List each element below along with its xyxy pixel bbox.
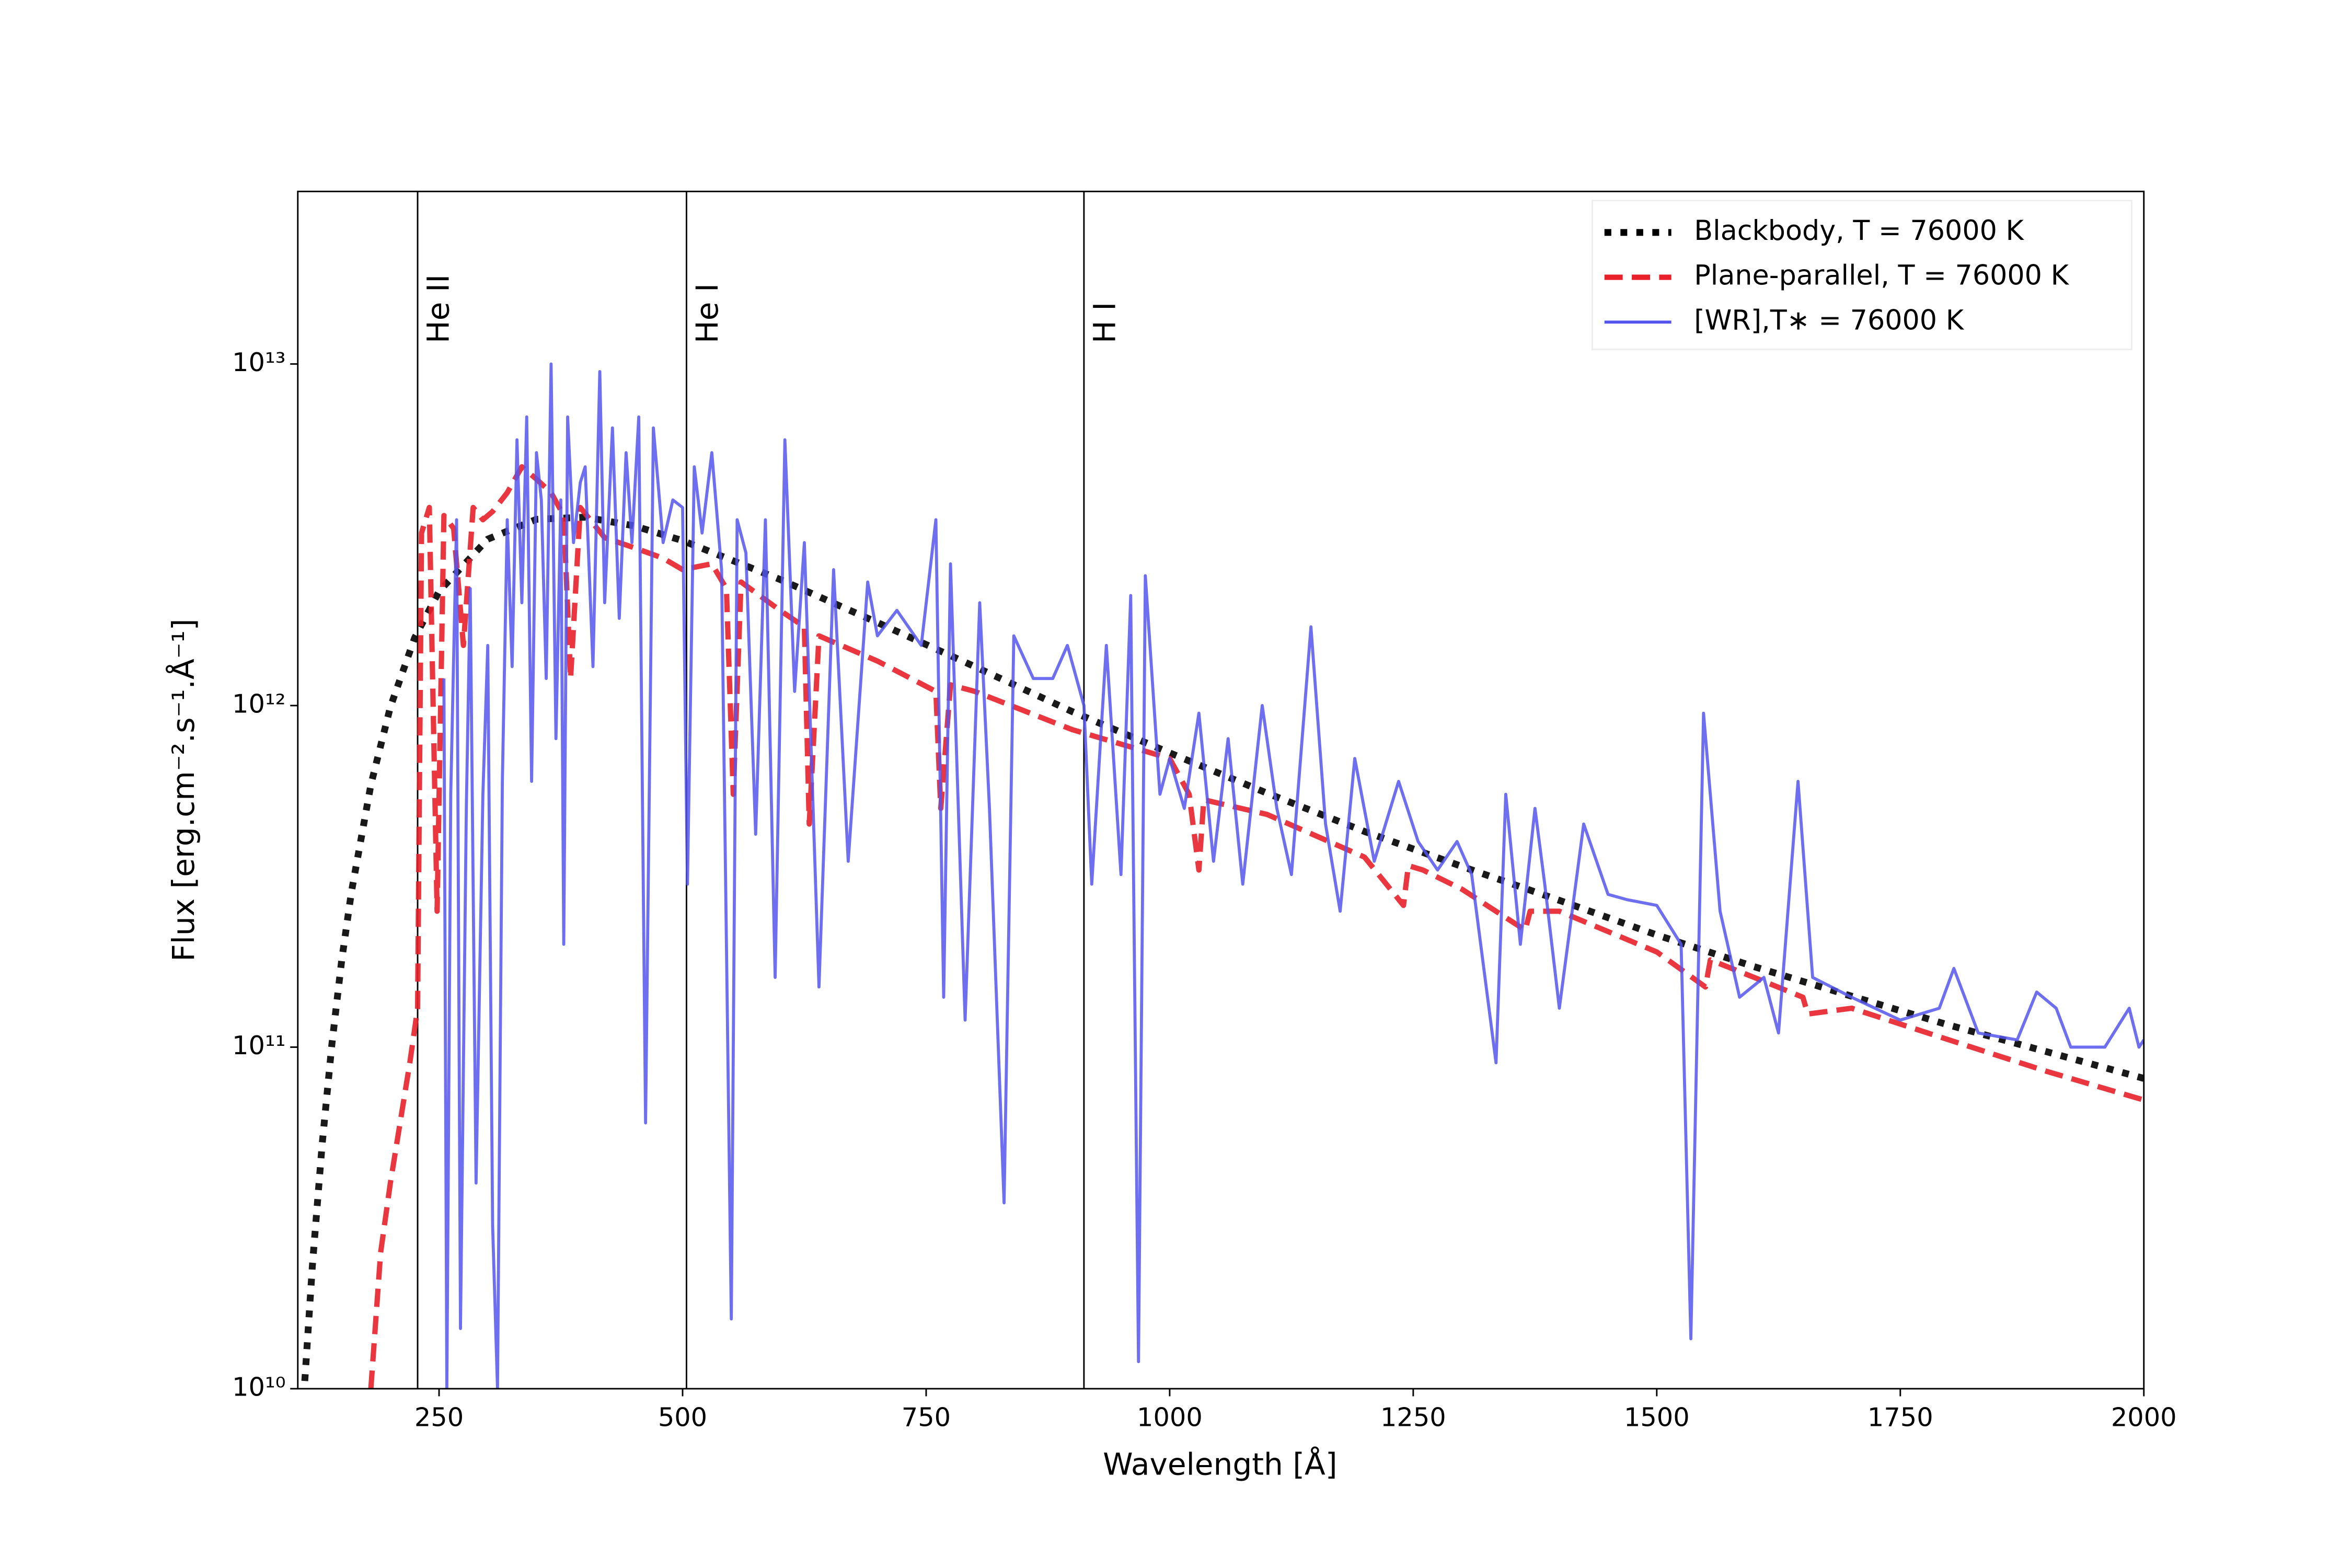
axes-frame xyxy=(297,190,2145,1390)
x-tick-label: 750 xyxy=(902,1402,951,1433)
reference-label: He I xyxy=(689,283,725,343)
x-axis-label: Wavelength [Å] xyxy=(1103,1446,1337,1482)
legend-box xyxy=(1592,200,2132,351)
series-line xyxy=(301,513,2144,1389)
y-tick-label: 10¹⁰ xyxy=(232,1371,285,1402)
y-tick-label: 10¹² xyxy=(232,688,285,719)
x-tick-label: 1500 xyxy=(1624,1402,1690,1433)
x-tick-label: 1000 xyxy=(1137,1402,1203,1433)
y-axis-label: Flux [erg.cm⁻².s⁻¹.Å⁻¹] xyxy=(165,619,201,962)
x-tick-label: 2000 xyxy=(2111,1402,2177,1433)
series-line xyxy=(442,362,2144,1389)
legend-label: Plane-parallel, T = 76000 K xyxy=(1694,260,2069,292)
y-tick-label: 10¹¹ xyxy=(232,1030,285,1060)
legend-label: Blackbody, T = 76000 K xyxy=(1694,215,2024,247)
reference-label: H I xyxy=(1087,302,1123,343)
legend-label: [WR],T∗ = 76000 K xyxy=(1694,304,1964,336)
overlay: 250 500 750 1000 1250 1500 1750 2000 10¹⁰ 10¹¹ 10¹… xyxy=(232,200,2177,1433)
x-tick-label: 500 xyxy=(658,1402,707,1433)
x-tick-label: 1250 xyxy=(1380,1402,1446,1433)
x-tick-label: 1750 xyxy=(1867,1402,1933,1433)
plot-area xyxy=(301,191,2144,1389)
reference-label: He II xyxy=(421,274,456,343)
x-tick-label: 250 xyxy=(414,1402,464,1433)
y-tick-label: 10¹³ xyxy=(232,347,285,377)
